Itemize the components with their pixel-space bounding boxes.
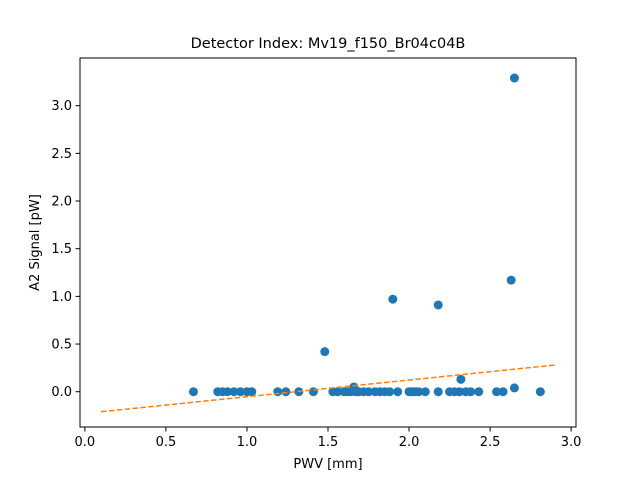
data-point xyxy=(420,387,430,397)
y-tick-label: 0.5 xyxy=(51,338,72,353)
y-tick-label: 1.5 xyxy=(51,242,72,257)
x-tick-label: 0.5 xyxy=(156,435,177,450)
data-point xyxy=(188,387,198,397)
data-point xyxy=(414,387,424,397)
data-point xyxy=(364,387,374,397)
data-point xyxy=(333,387,343,397)
y-tick-label: 1.0 xyxy=(51,290,72,305)
data-point xyxy=(454,387,464,397)
data-point xyxy=(388,294,398,304)
data-point xyxy=(498,387,508,397)
y-tick-label: 2.5 xyxy=(51,147,72,162)
data-point xyxy=(509,383,519,393)
data-point xyxy=(433,387,443,397)
x-tick-label: 1.0 xyxy=(237,435,258,450)
fit-line xyxy=(100,364,556,413)
y-tick-label: 3.0 xyxy=(51,99,72,114)
x-tick-label: 1.5 xyxy=(318,435,339,450)
axes-frame xyxy=(79,57,577,428)
x-axis-label: PWV [mm] xyxy=(293,457,362,472)
data-point xyxy=(474,387,484,397)
data-point xyxy=(229,387,239,397)
x-tick-label: 2.0 xyxy=(399,435,420,450)
plot-area xyxy=(100,73,556,413)
data-point xyxy=(456,374,466,384)
y-tick-label: 0.0 xyxy=(51,385,72,400)
y-tick-label: 2.0 xyxy=(51,195,72,210)
data-point xyxy=(466,387,476,397)
data-point xyxy=(393,387,403,397)
chart-title: Detector Index: Mv19_f150_Br04c04B xyxy=(191,36,466,52)
data-point xyxy=(281,387,291,397)
axis-ticks: 0.0 0.5 1.0 1.5 2.0 2.5 3.0 0.0 0.5 1.0 1.5 2.0 2.5 3… xyxy=(51,99,581,450)
x-tick-label: 0.0 xyxy=(75,435,96,450)
data-point xyxy=(247,387,257,397)
data-point xyxy=(308,387,318,397)
data-point xyxy=(385,387,395,397)
x-tick-label: 2.5 xyxy=(480,435,501,450)
data-point xyxy=(506,275,516,285)
y-axis-label: A2 Signal [pW] xyxy=(28,194,43,291)
data-point xyxy=(320,347,330,357)
data-point xyxy=(223,387,233,397)
x-tick-label: 3.0 xyxy=(561,435,582,450)
data-point xyxy=(509,73,519,83)
data-point xyxy=(433,300,443,310)
data-point xyxy=(535,387,545,397)
data-point xyxy=(492,387,502,397)
data-point xyxy=(273,387,283,397)
data-point xyxy=(235,387,245,397)
